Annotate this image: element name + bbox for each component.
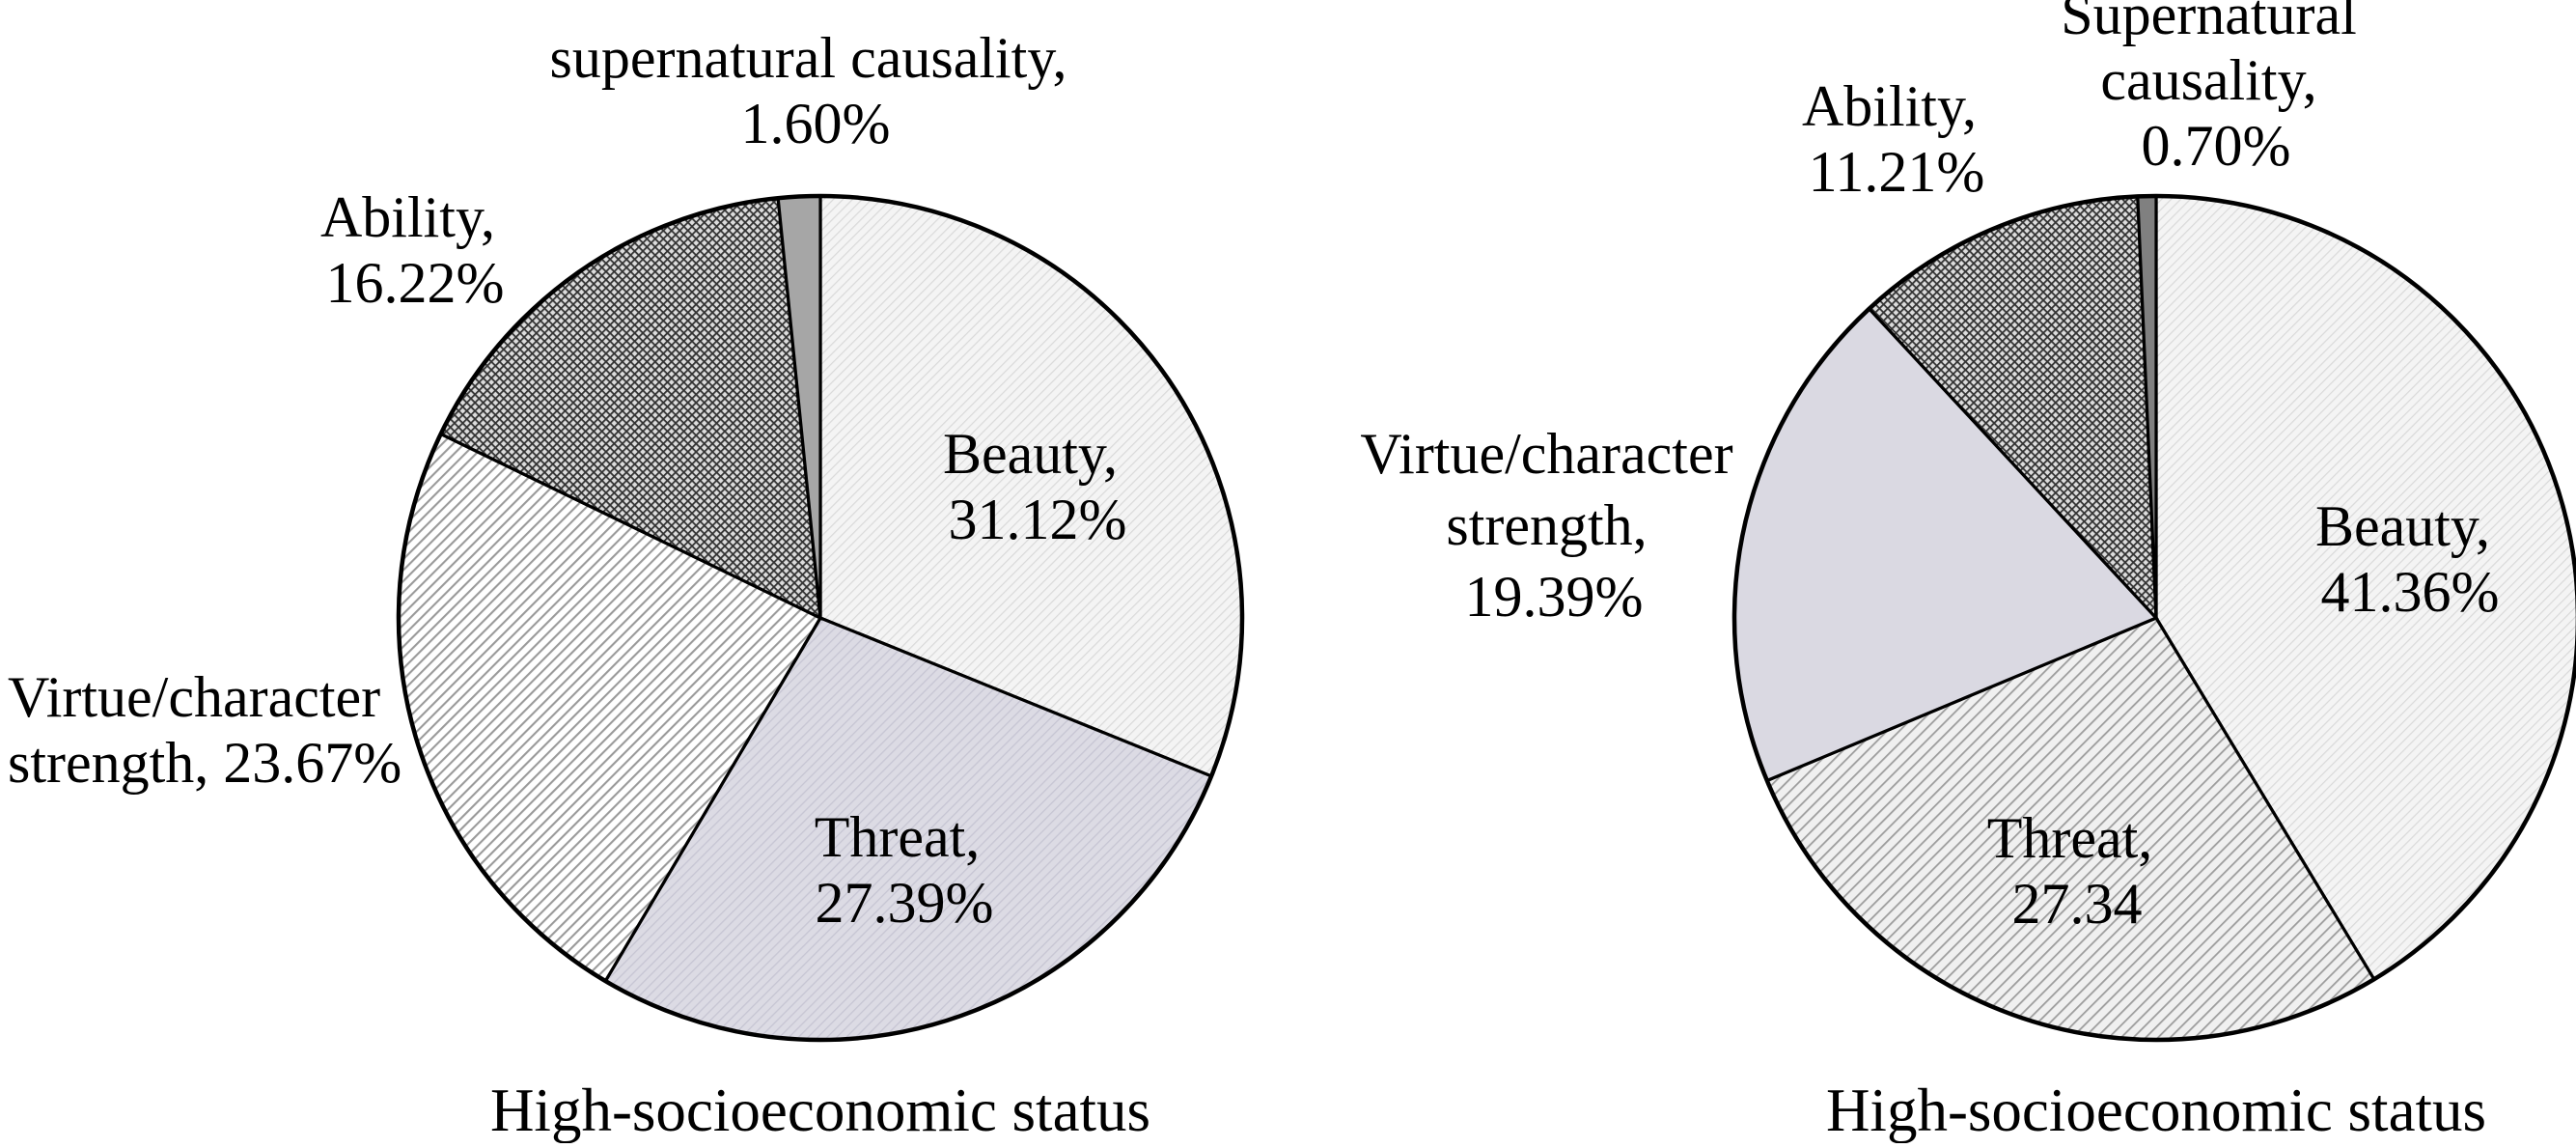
svg-text:Supernatural causality,: Supernatural causality, 0.70% (2061, 0, 2371, 178)
svg-text:Virtue/character strength,: Virtue/character strength, 23.67% (8, 665, 402, 795)
svg-text:High-socioeconomic status: High-socioeconomic status (490, 1077, 1150, 1143)
svg-text:High-socioeconomic status: High-socioeconomic status (1826, 1077, 2486, 1143)
svg-text:Ability, 11.21%: Ability, 11.21% (1802, 74, 1991, 204)
svg-text:supernatural causality, 1.: supernatural causality, 1.60% (550, 26, 1082, 155)
svg-text:Virtue/character strength,: Virtue/character strength, 19.39% (1360, 422, 1747, 629)
svg-text:Ability, 16.22%: Ability, 16.22% (320, 185, 510, 315)
